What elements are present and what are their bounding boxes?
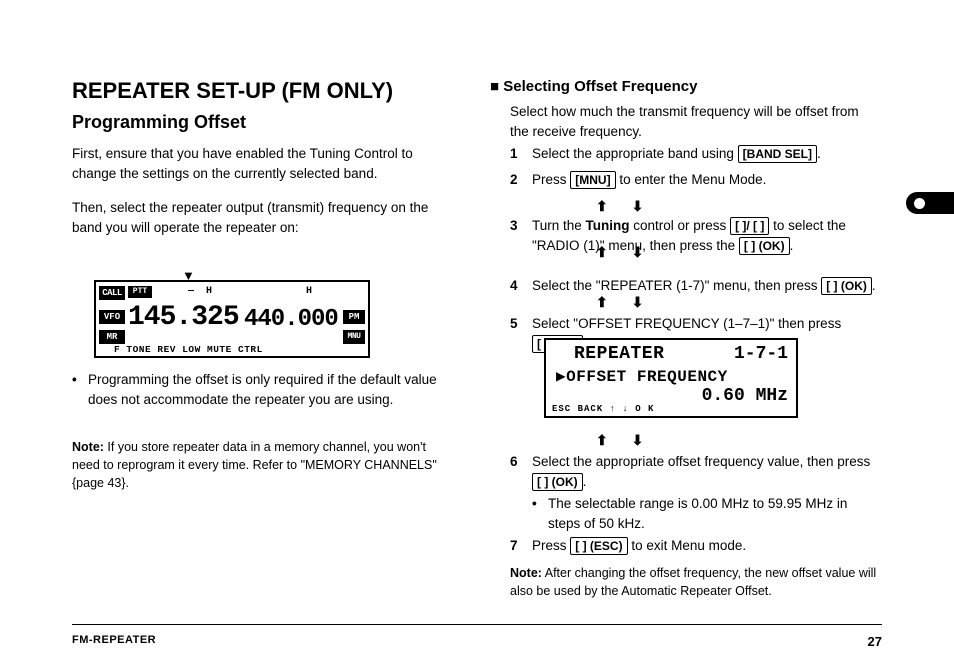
- step-7-text: Press [ ] (ESC) to exit Menu mode.: [532, 536, 880, 556]
- step-7-b: to exit Menu mode.: [628, 538, 747, 553]
- step-4-b: .: [872, 278, 876, 293]
- lcd-softkey-mnu: MNU: [343, 330, 365, 344]
- intro-paragraph-2: Then, select the repeater output (transm…: [72, 198, 452, 239]
- step-3-d: .: [790, 238, 794, 253]
- left-bullet-text: Programming the offset is only required …: [88, 370, 452, 411]
- step-2-text: Press [MNU] to enter the Menu Mode.: [532, 170, 880, 190]
- bullet-dot: •: [532, 494, 537, 514]
- tuning-control: Tuning: [586, 218, 630, 233]
- step-num: 5: [510, 314, 526, 334]
- step-3-a: Turn the: [532, 218, 586, 233]
- lcd-softkey-call: CALL: [99, 286, 125, 300]
- menu-softkeys: ESC BACK ↑ ↓ O K: [552, 404, 654, 414]
- lcd-softkey-vfo: VFO: [99, 310, 125, 324]
- step-4: 4 Select the "REPEATER (1-7)" menu, then…: [510, 276, 880, 296]
- step-2-b: to enter the Menu Mode.: [616, 172, 767, 187]
- manual-page: REPEATER SET-UP (FM ONLY) Programming Of…: [0, 0, 954, 672]
- footer-section-label: FM-REPEATER: [72, 634, 156, 646]
- arrow-pair-2: ⬆ ⬇: [596, 244, 653, 261]
- step-4-a: Select the "REPEATER (1-7)" menu, then p…: [532, 278, 821, 293]
- key-ok: [ ] (OK): [739, 237, 790, 255]
- note-label: Note:: [510, 566, 542, 580]
- lcd-bottom-softkeys: F TONE REV LOW MUTE CTRL: [114, 344, 263, 355]
- step-6: 6 Select the appropriate offset frequenc…: [510, 452, 880, 493]
- lcd-frequency-secondary: 440.000: [244, 306, 338, 333]
- bullet-dot: •: [72, 370, 77, 390]
- step-4-text: Select the "REPEATER (1-7)" menu, then p…: [532, 276, 880, 296]
- step-5-a: Select "OFFSET FREQUENCY (1–7–1)" then p…: [532, 316, 841, 331]
- step-6-a: Select the appropriate offset frequency …: [532, 454, 870, 469]
- left-bullet: • Programming the offset is only require…: [72, 370, 452, 411]
- section-tab-dot: [914, 198, 925, 209]
- lcd-h-right: H: [306, 286, 312, 297]
- key-ok: [ ] (OK): [532, 473, 583, 491]
- key-esc: [ ] (ESC): [570, 537, 627, 555]
- menu-lcd-display: REPEATER 1-7-1 ▶OFFSET FREQUENCY 0.60 MH…: [544, 338, 798, 418]
- page-subheading: Programming Offset: [72, 112, 246, 133]
- section-tab: [906, 192, 954, 214]
- step-2: 2 Press [MNU] to enter the Menu Mode.: [510, 170, 880, 190]
- lcd-h-left: H: [206, 286, 212, 297]
- lcd-ptt-indicator: PTT: [128, 286, 152, 298]
- lcd-dash: —: [188, 286, 194, 297]
- note-label: Note:: [72, 440, 104, 454]
- menu-item: ▶OFFSET FREQUENCY: [556, 366, 728, 386]
- footer-page-number: 27: [868, 634, 882, 649]
- step-num: 6: [510, 452, 526, 472]
- step-1-text: Select the appropriate band using [BAND …: [532, 144, 880, 164]
- step-num: 4: [510, 276, 526, 296]
- step-6-c: .: [583, 474, 587, 489]
- lcd-softkey-mr: MR: [99, 330, 125, 344]
- key-mnu: [MNU]: [570, 171, 615, 189]
- step-1-b: .: [817, 146, 821, 161]
- step-3: 3 Turn the Tuning control or press [ ]/ …: [510, 216, 880, 257]
- step-3-b: control or press: [630, 218, 731, 233]
- right-note: Note: After changing the offset frequenc…: [510, 564, 880, 600]
- menu-title: REPEATER: [574, 344, 664, 364]
- left-note: Note: If you store repeater data in a me…: [72, 438, 452, 492]
- step-6-bullet-text: The selectable range is 0.00 MHz to 59.9…: [548, 494, 882, 535]
- step-num: 7: [510, 536, 526, 556]
- radio-lcd-display: CALL VFO MR PM MNU PTT — H H 145.325 440…: [94, 280, 370, 358]
- step-3-text: Turn the Tuning control or press [ ]/ [ …: [532, 216, 880, 257]
- lcd-softkey-pm: PM: [343, 310, 365, 324]
- arrow-pair-1: ⬆ ⬇: [596, 198, 653, 215]
- subsection-text: Select how much the transmit frequency w…: [510, 102, 880, 143]
- arrow-pair-3: ⬆ ⬇: [596, 294, 653, 311]
- step-6-text: Select the appropriate offset frequency …: [532, 452, 880, 493]
- step-1-a: Select the appropriate band using: [532, 146, 738, 161]
- intro-paragraph-1: First, ensure that you have enabled the …: [72, 144, 452, 185]
- arrow-pair-4: ⬆ ⬇: [596, 432, 653, 449]
- step-7: 7 Press [ ] (ESC) to exit Menu mode.: [510, 536, 880, 556]
- step-num: 3: [510, 216, 526, 236]
- step-num: 2: [510, 170, 526, 190]
- step-2-a: Press: [532, 172, 570, 187]
- step-7-a: Press: [532, 538, 570, 553]
- key-up-down: [ ]/ [ ]: [730, 217, 769, 235]
- menu-value: 0.60 MHz: [702, 386, 788, 406]
- key-band-sel: [BAND SEL]: [738, 145, 817, 163]
- step-num: 1: [510, 144, 526, 164]
- note-text: After changing the offset frequency, the…: [510, 566, 876, 598]
- key-ok: [ ] (OK): [821, 277, 872, 295]
- subsection-heading: ■ Selecting Offset Frequency: [490, 78, 697, 95]
- step-1: 1 Select the appropriate band using [BAN…: [510, 144, 880, 164]
- note-text: If you store repeater data in a memory c…: [72, 440, 437, 490]
- lcd-frequency-primary: 145.325: [128, 302, 239, 333]
- page-heading: REPEATER SET-UP (FM ONLY): [72, 78, 393, 104]
- footer-rule: [72, 624, 882, 625]
- step-6-bullet: • The selectable range is 0.00 MHz to 59…: [532, 494, 882, 535]
- menu-code: 1-7-1: [734, 344, 788, 364]
